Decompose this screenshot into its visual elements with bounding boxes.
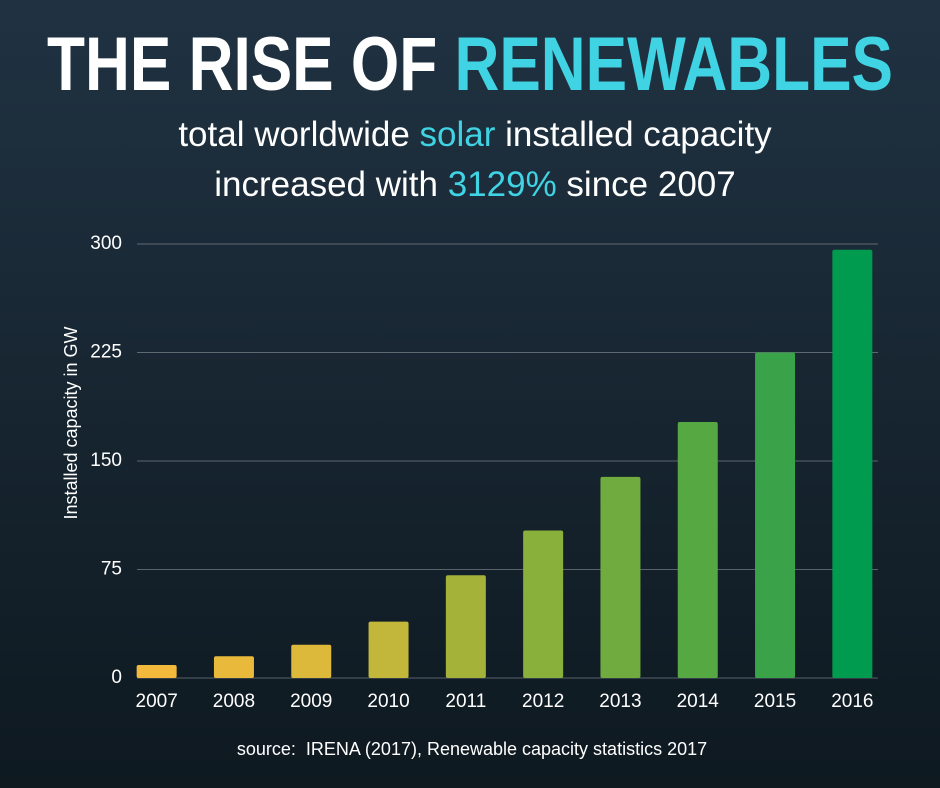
title-part: RENEWABLES xyxy=(454,22,893,107)
y-tick-label: 0 xyxy=(111,667,122,688)
x-tick-label: 2015 xyxy=(754,691,796,712)
x-tick-label: 2008 xyxy=(213,691,255,712)
bar xyxy=(368,621,409,678)
subtitle-part: total worldwide xyxy=(178,115,419,154)
bar xyxy=(677,421,718,678)
x-tick-label: 2011 xyxy=(445,691,486,712)
chart-title: THE RISE OF RENEWABLES xyxy=(47,22,893,107)
y-tick-label: 75 xyxy=(101,559,122,580)
bar xyxy=(136,664,177,678)
bar xyxy=(445,575,486,678)
x-tick-label: 2016 xyxy=(831,691,873,712)
bar xyxy=(213,656,254,678)
subtitle-part: solar xyxy=(420,115,496,154)
bar xyxy=(755,352,796,678)
subtitle-part: 3129% xyxy=(448,165,557,204)
subtitle-line: increased with 3129% since 2007 xyxy=(214,165,735,204)
bar xyxy=(832,249,873,678)
bar xyxy=(523,530,564,678)
y-tick-label: 300 xyxy=(90,233,122,254)
source: source: IRENA (2017), Renewable capacity… xyxy=(237,739,707,759)
x-tick-label: 2009 xyxy=(290,691,332,712)
x-tick-label: 2010 xyxy=(367,691,409,712)
bar xyxy=(600,476,641,678)
subtitle-part: installed capacity xyxy=(495,115,772,154)
subtitle-line: total worldwide solar installed capacity xyxy=(178,115,772,154)
y-tick-label: 150 xyxy=(90,450,122,471)
subtitle-part: increased with xyxy=(214,165,447,204)
x-tick-label: 2014 xyxy=(677,691,720,712)
y-axis-label: Installed capacity in GW xyxy=(61,326,81,519)
bar xyxy=(291,644,332,678)
title-part: THE RISE OF xyxy=(47,22,454,107)
y-tick-label: 225 xyxy=(90,342,122,363)
subtitle-part: since 2007 xyxy=(557,165,736,204)
x-tick-label: 2012 xyxy=(522,691,564,712)
x-tick-label: 2007 xyxy=(136,691,178,712)
x-tick-label: 2013 xyxy=(599,691,641,712)
